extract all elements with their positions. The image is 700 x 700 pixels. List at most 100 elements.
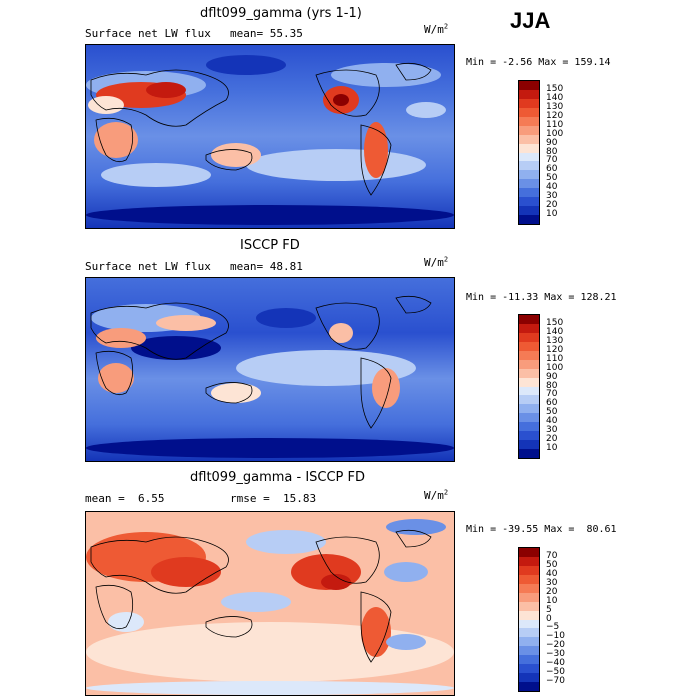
colorbar-segment — [519, 206, 539, 216]
colorbar-segment — [519, 440, 539, 450]
colorbar-tick-label: 90 — [546, 137, 558, 148]
colorbar-tick-label: 30 — [546, 191, 558, 202]
panel-3-map-field — [86, 512, 454, 695]
panel-1-map — [85, 44, 455, 229]
colorbar-segment — [519, 386, 539, 396]
panel-1-title: dflt099_gamma (yrs 1-1) — [200, 6, 362, 21]
colorbar-segment — [519, 655, 539, 665]
colorbar-segment — [519, 323, 539, 333]
colorbar-tick-label: 10 — [546, 209, 558, 220]
colorbar-segment — [519, 592, 539, 602]
panel-1-colorbar — [518, 80, 540, 225]
colorbar-segment — [519, 81, 539, 90]
panel-3-mean: mean = 6.55 — [85, 492, 165, 505]
colorbar-tick-label: −40 — [546, 658, 565, 669]
colorbar-segment — [519, 574, 539, 584]
colorbar-segment — [519, 628, 539, 638]
colorbar-segment — [519, 125, 539, 135]
panel-2-mean: mean= 48.81 — [230, 260, 303, 273]
colorbar-tick-label: 70 — [546, 155, 558, 166]
colorbar-tick-label: −30 — [546, 649, 565, 660]
colorbar-tick-label: −50 — [546, 667, 565, 678]
colorbar-tick-label: 20 — [546, 586, 558, 597]
colorbar-tick-label: 40 — [546, 416, 558, 427]
panel-2-variable: Surface net LW flux — [85, 260, 211, 273]
colorbar-tick-label: 80 — [546, 146, 558, 157]
colorbar-tick-label: 10 — [546, 443, 558, 454]
colorbar-tick-label: 30 — [546, 425, 558, 436]
colorbar-segment — [519, 332, 539, 342]
panel-1-mean: mean= 55.35 — [230, 27, 303, 40]
colorbar-segment — [519, 143, 539, 153]
colorbar-segment — [519, 368, 539, 378]
panel-2-title: ISCCP FD — [240, 238, 300, 253]
colorbar-tick-label: 50 — [546, 173, 558, 184]
panel-2-map-field — [86, 278, 454, 461]
panel-1-variable: Surface net LW flux — [85, 27, 211, 40]
colorbar-segment — [519, 134, 539, 144]
panel-2-minmax: Min = -11.33 Max = 128.21 — [466, 292, 617, 303]
colorbar-segment — [519, 413, 539, 423]
colorbar-segment — [519, 188, 539, 198]
colorbar-segment — [519, 682, 539, 691]
colorbar-segment — [519, 610, 539, 620]
colorbar-segment — [519, 637, 539, 647]
colorbar-segment — [519, 197, 539, 207]
colorbar-segment — [519, 548, 539, 557]
colorbar-tick-label: 10 — [546, 595, 558, 606]
colorbar-segment — [519, 646, 539, 656]
colorbar-tick-label: 60 — [546, 398, 558, 409]
colorbar-segment — [519, 619, 539, 629]
colorbar-tick-label: 140 — [546, 326, 564, 337]
colorbar-tick-label: 150 — [546, 317, 564, 328]
panel-2-colorbar — [518, 314, 540, 459]
colorbar-tick-label: −70 — [546, 676, 565, 687]
colorbar-tick-label: 5 — [546, 604, 552, 615]
colorbar-tick-label: 40 — [546, 568, 558, 579]
colorbar-segment — [519, 449, 539, 458]
panel-3-colorbar — [518, 547, 540, 692]
colorbar-tick-label: 20 — [546, 200, 558, 211]
colorbar-segment — [519, 583, 539, 593]
panel-1-minmax: Min = -2.56 Max = 159.14 — [466, 57, 611, 68]
colorbar-tick-label: 30 — [546, 577, 558, 588]
panel-1-map-field — [86, 45, 454, 228]
colorbar-segment — [519, 161, 539, 171]
season-label: JJA — [510, 8, 551, 33]
colorbar-segment — [519, 404, 539, 414]
colorbar-segment — [519, 350, 539, 360]
colorbar-tick-label: −20 — [546, 640, 565, 651]
colorbar-segment — [519, 179, 539, 189]
colorbar-tick-label: 120 — [546, 110, 564, 121]
colorbar-segment — [519, 395, 539, 405]
colorbar-segment — [519, 98, 539, 108]
panel-3-map — [85, 511, 455, 696]
colorbar-tick-label: −5 — [546, 622, 560, 633]
colorbar-tick-label: 80 — [546, 380, 558, 391]
colorbar-segment — [519, 315, 539, 324]
panel-3-minmax: Min = -39.55 Max = 80.61 — [466, 524, 617, 535]
colorbar-segment — [519, 664, 539, 674]
colorbar-tick-label: 0 — [546, 613, 552, 624]
panel-3-title: dflt099_gamma - ISCCP FD — [190, 470, 366, 485]
colorbar-segment — [519, 116, 539, 126]
colorbar-segment — [519, 673, 539, 683]
panel-1-units: W/m2 — [424, 22, 449, 36]
colorbar-segment — [519, 565, 539, 575]
colorbar-tick-label: −10 — [546, 631, 565, 642]
colorbar-segment — [519, 89, 539, 99]
colorbar-tick-label: 130 — [546, 335, 564, 346]
colorbar-tick-label: 50 — [546, 559, 558, 570]
colorbar-tick-label: 150 — [546, 83, 564, 94]
panel-2-map — [85, 277, 455, 462]
colorbar-tick-label: 110 — [546, 353, 564, 364]
colorbar-segment — [519, 431, 539, 441]
colorbar-segment — [519, 341, 539, 351]
colorbar-segment — [519, 359, 539, 369]
colorbar-tick-label: 20 — [546, 434, 558, 445]
colorbar-tick-label: 60 — [546, 164, 558, 175]
colorbar-segment — [519, 170, 539, 180]
colorbar-segment — [519, 107, 539, 117]
colorbar-segment — [519, 556, 539, 566]
colorbar-tick-label: 120 — [546, 344, 564, 355]
